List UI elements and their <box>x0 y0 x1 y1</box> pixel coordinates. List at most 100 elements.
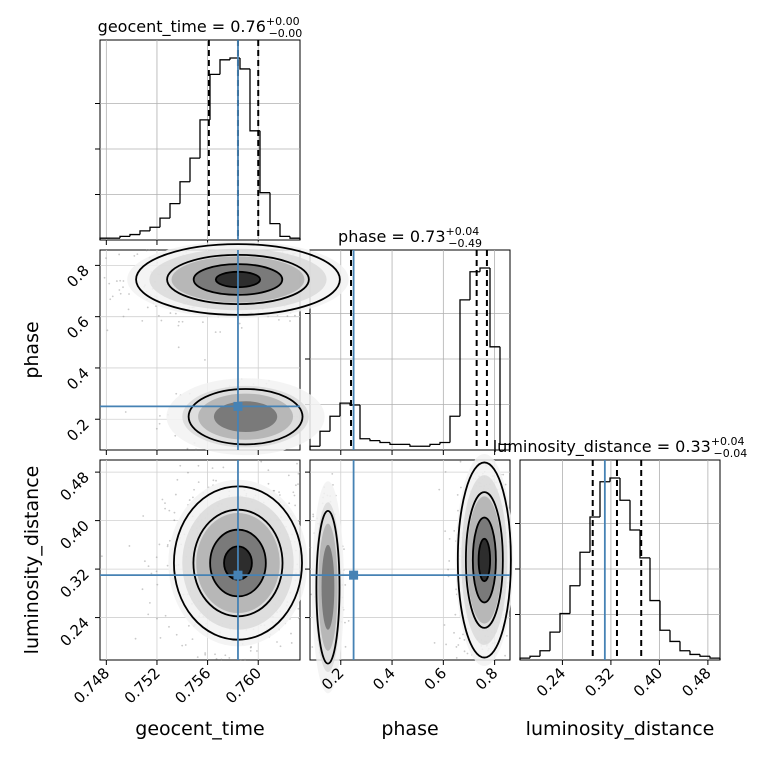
hist-bin <box>559 612 570 633</box>
hist-bin <box>149 226 160 231</box>
hist-bin <box>449 415 460 443</box>
sample-point <box>115 280 118 282</box>
hist-bin <box>439 441 450 445</box>
sample-point <box>193 488 195 491</box>
sample-point <box>164 507 166 510</box>
hist-bin <box>549 631 560 651</box>
sample-point <box>458 637 461 640</box>
hist-bin <box>259 130 270 194</box>
sample-point <box>168 539 171 542</box>
sample-point <box>124 411 127 413</box>
sample-point <box>279 645 282 648</box>
hist-bin <box>689 650 700 656</box>
sample-point <box>161 498 164 501</box>
hist-bin <box>409 444 420 447</box>
sample-point <box>214 653 216 656</box>
sample-point <box>176 478 179 481</box>
sample-point <box>108 282 111 285</box>
sample-point <box>344 584 347 586</box>
hist-bin <box>329 415 340 432</box>
sample-point <box>175 633 178 636</box>
x-tick-label: 0.760 <box>222 664 265 707</box>
sample-point <box>168 509 171 512</box>
hist-bin <box>349 403 360 406</box>
hist-bin <box>629 500 640 531</box>
sample-point <box>150 572 153 575</box>
contour-line <box>477 537 492 583</box>
sample-point <box>195 448 197 451</box>
sample-point <box>256 650 258 652</box>
x-axis-label-luminosity_distance: luminosity_distance <box>526 718 715 740</box>
x-axis-label-geocent_time: geocent_time <box>135 718 264 740</box>
sample-point <box>250 645 252 648</box>
sample-point <box>148 601 151 604</box>
sample-point <box>159 636 162 639</box>
sample-point <box>444 530 447 533</box>
sample-point <box>502 473 505 476</box>
contour-line <box>464 491 504 629</box>
truth-marker <box>233 401 243 411</box>
sample-point <box>506 634 508 637</box>
sample-point <box>160 319 163 322</box>
y-tick-label: 0.8 <box>63 261 93 291</box>
sample-point <box>267 482 270 485</box>
hist-bin <box>479 267 490 272</box>
sample-point <box>296 462 298 465</box>
hist-bin <box>679 641 690 652</box>
sample-point <box>453 529 456 532</box>
panel-title-phase: phase = 0.73+0.04 −0.49 <box>338 225 482 250</box>
hist-bin <box>709 656 720 659</box>
sample-point <box>454 613 457 616</box>
contour-line <box>187 388 304 446</box>
sample-point <box>164 502 166 505</box>
sample-point <box>293 494 296 497</box>
hist-bin <box>189 157 200 182</box>
y-tick-label: 0.2 <box>63 415 93 445</box>
sample-point <box>122 286 124 289</box>
contour-line <box>456 461 512 659</box>
sample-point <box>197 464 200 467</box>
sample-point <box>141 319 144 322</box>
hist-bin <box>199 119 210 159</box>
sample-point <box>157 314 160 317</box>
sample-point <box>158 422 161 425</box>
sample-point <box>228 657 231 659</box>
sample-point <box>147 613 150 616</box>
x-tick-label: 0.8 <box>472 664 502 694</box>
sample-point <box>175 392 178 395</box>
panel-title-luminosity_distance: luminosity_distance = 0.33+0.04 −0.04 <box>493 435 748 460</box>
density-level <box>478 538 491 582</box>
x-tick-label: 0.4 <box>369 664 399 694</box>
sample-point <box>290 632 292 635</box>
sample-point <box>179 464 182 467</box>
sample-point <box>134 637 137 640</box>
x-tick-label: 0.6 <box>421 664 451 694</box>
hist-bin <box>639 530 650 559</box>
truth-marker <box>233 570 243 580</box>
sample-point <box>344 645 347 648</box>
sample-point <box>448 537 451 540</box>
x-tick-label: 0.24 <box>533 664 569 700</box>
sample-point <box>146 306 149 309</box>
sample-point <box>448 560 451 562</box>
sample-point <box>294 314 296 317</box>
hist-bin <box>599 481 610 517</box>
sample-point <box>128 293 130 295</box>
sample-point <box>109 298 112 301</box>
sample-point <box>111 295 114 298</box>
sample-point <box>292 491 295 494</box>
sample-point <box>197 481 200 484</box>
hist-bin <box>239 58 250 70</box>
sample-point <box>187 624 190 627</box>
sample-point <box>309 546 312 549</box>
sample-point <box>288 502 291 505</box>
y-tick-label: 0.48 <box>56 468 92 504</box>
sample-point <box>196 656 199 659</box>
sample-point <box>106 329 109 332</box>
sample-point <box>187 471 189 474</box>
sample-point <box>119 279 122 282</box>
contour-line <box>471 516 497 604</box>
sample-point <box>220 658 223 661</box>
sample-point <box>122 280 125 282</box>
hist-panel-geocent_time: geocent_time = 0.76+0.00 −0.00 <box>95 15 302 245</box>
